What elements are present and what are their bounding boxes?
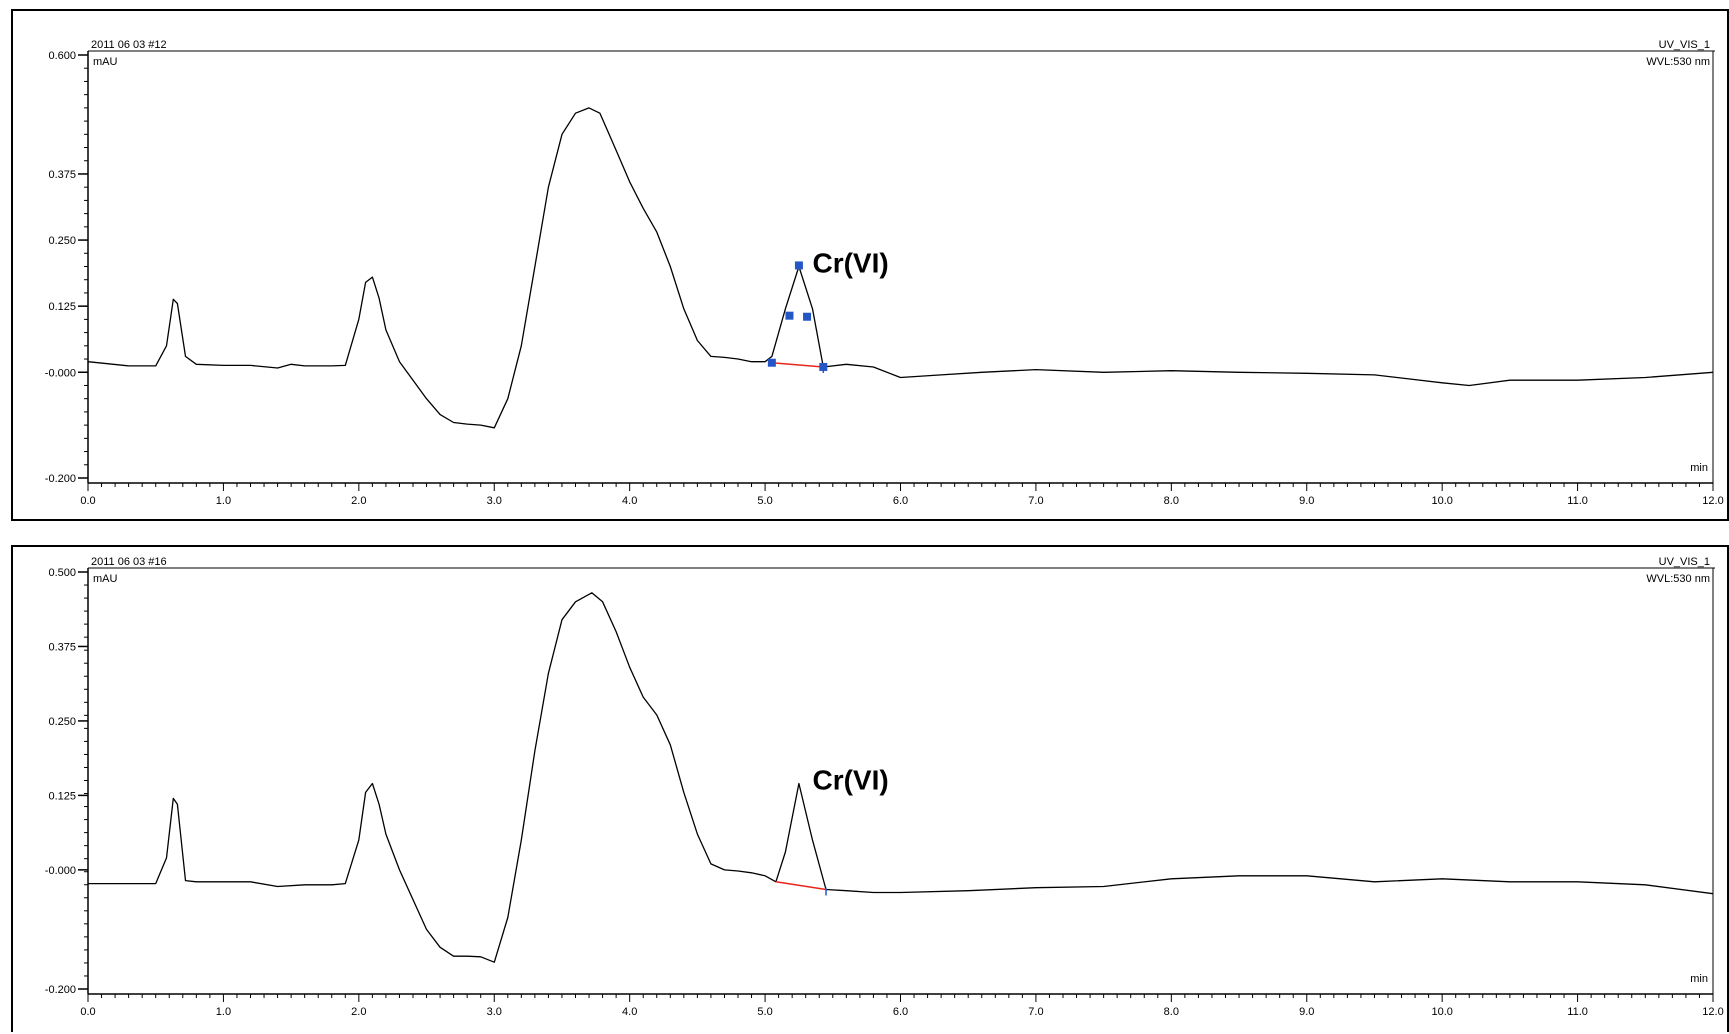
integration-baseline: [775, 881, 827, 891]
x-tick-label: 2.0: [351, 495, 366, 507]
peak-marker: [767, 358, 776, 367]
y-tick-label: 0.375: [48, 169, 76, 181]
y-tick-label: 0.125: [48, 790, 76, 802]
y-axis-unit-label: mAU: [93, 573, 118, 585]
peak-marker: [803, 312, 812, 321]
chromatogram-panel-16: 0.500 0.375 0.250 0.125 -0.000 -0.200 0.0 1.0 2.…: [11, 545, 1729, 1032]
y-tick-label: -0.000: [45, 367, 76, 379]
chromatogram-panel-12: 0.600 0.375 0.250 0.125 -0.000 -0.200 0.0 1.0 2.…: [11, 9, 1729, 521]
peak-marker: [785, 311, 794, 320]
x-tick-label: 3.0: [487, 1006, 502, 1018]
x-tick-label: 6.0: [893, 1006, 908, 1018]
y-axis-unit-label: mAU: [93, 56, 118, 68]
channel-name: UV_VIS_1: [1659, 39, 1710, 51]
x-tick-label: 1.0: [216, 1006, 231, 1018]
x-tick-label: 10.0: [1431, 1006, 1452, 1018]
x-tick-label: 1.0: [216, 495, 231, 507]
y-tick-label: 0.250: [48, 235, 76, 247]
x-tick-label: 3.0: [487, 495, 502, 507]
x-tick-label: 7.0: [1028, 495, 1043, 507]
peak-marker: [794, 261, 803, 270]
y-tick-label: -0.000: [45, 865, 76, 877]
x-tick-label: 11.0: [1567, 1006, 1588, 1018]
x-tick-label: 8.0: [1164, 1006, 1179, 1018]
x-tick-label: 4.0: [622, 1006, 637, 1018]
integration-baseline: [771, 361, 824, 368]
y-tick-label: 0.500: [48, 567, 76, 579]
peak-marker: [819, 362, 828, 371]
signal-trace: [88, 592, 1714, 963]
y-tick-label: 0.600: [48, 50, 76, 62]
channel-name: UV_VIS_1: [1659, 556, 1710, 568]
x-tick-label: 9.0: [1299, 495, 1314, 507]
x-tick-label: 4.0: [622, 495, 637, 507]
y-tick-label: -0.200: [45, 984, 76, 996]
x-tick-label: 9.0: [1299, 1006, 1314, 1018]
wavelength-label: WVL:530 nm: [1646, 573, 1710, 585]
y-tick-label: 0.125: [48, 301, 76, 313]
x-tick-label: 5.0: [757, 495, 772, 507]
x-tick-label: 12.0: [1702, 495, 1723, 507]
signal-trace: [87, 107, 1714, 429]
x-tick-label: 8.0: [1164, 495, 1179, 507]
wavelength-label: WVL:530 nm: [1646, 56, 1710, 68]
sample-name: 2011 06 03 #16: [91, 556, 167, 568]
x-axis-unit-label: min: [1690, 462, 1708, 474]
x-tick-label: 5.0: [757, 1006, 772, 1018]
chromatogram-plot: 0.500 0.375 0.250 0.125 -0.000 -0.200 0.0 1.0 2.…: [45, 556, 1724, 1018]
x-tick-label: 7.0: [1028, 1006, 1043, 1018]
x-tick-label: 2.0: [351, 1006, 366, 1018]
sample-name: 2011 06 03 #12: [91, 39, 167, 51]
x-axis-unit-label: min: [1690, 973, 1708, 985]
y-tick-label: 0.375: [48, 641, 76, 653]
x-tick-label: 10.0: [1431, 495, 1452, 507]
peak-annotation: Cr(VI): [812, 764, 888, 795]
x-tick-label: 11.0: [1567, 495, 1588, 507]
x-tick-label: 0.0: [80, 495, 95, 507]
chromatogram-plot: 0.600 0.375 0.250 0.125 -0.000 -0.200 0.0 1.0 2.…: [45, 39, 1724, 507]
y-tick-label: -0.200: [45, 473, 76, 485]
x-tick-label: 12.0: [1702, 1006, 1723, 1018]
x-tick-label: 0.0: [80, 1006, 95, 1018]
peak-annotation: Cr(VI): [812, 248, 888, 279]
x-tick-label: 6.0: [893, 495, 908, 507]
y-tick-label: 0.250: [48, 716, 76, 728]
